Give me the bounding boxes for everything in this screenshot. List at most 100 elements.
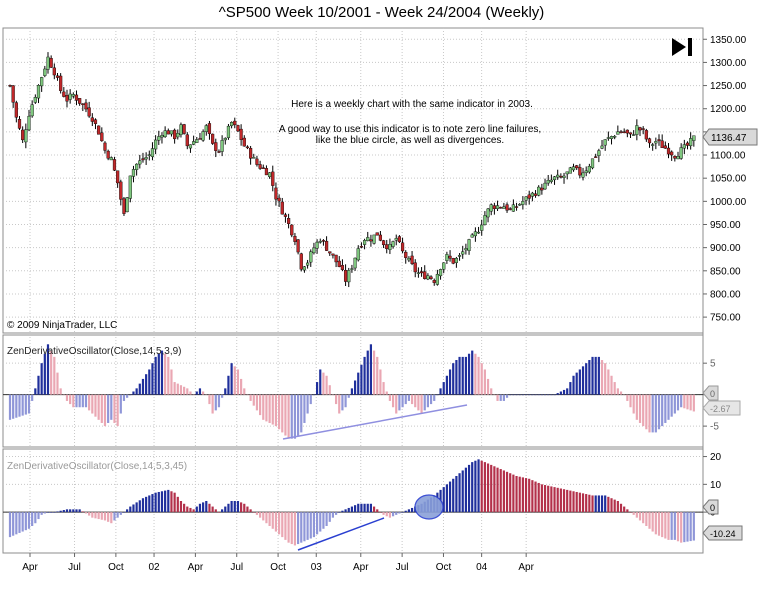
osc1-bar [673, 394, 676, 414]
osc2-bar [145, 496, 148, 513]
price-candle [109, 157, 113, 161]
osc2-bar [94, 512, 97, 519]
price-candle [578, 167, 582, 176]
price-candle [312, 247, 316, 254]
price-candle [245, 146, 250, 149]
osc1-bar [233, 366, 236, 395]
price-candle [499, 207, 503, 209]
price-panel[interactable] [2, 27, 704, 334]
osc1-bar [56, 372, 59, 395]
price-candle [419, 271, 424, 274]
osc1-bar [135, 388, 138, 395]
osc1-bar [600, 360, 604, 395]
price-candle [261, 167, 265, 169]
osc2-bar [635, 512, 638, 518]
price-candle [537, 186, 541, 196]
osc2-bar [183, 503, 186, 513]
osc2-bar [471, 462, 474, 513]
price-candle [378, 234, 383, 241]
osc2-bar [252, 512, 255, 513]
osc2-bar [512, 474, 515, 513]
osc2-bar [531, 480, 534, 513]
price-candle [214, 142, 218, 151]
osc1-bar [581, 366, 585, 395]
osc1-bar [227, 375, 230, 395]
osc2-bar [629, 512, 632, 513]
price-candle [435, 274, 439, 285]
osc2-bar [610, 498, 613, 513]
osc1-bar [616, 388, 619, 395]
price-candle [502, 206, 506, 209]
osc2-bar [186, 506, 189, 513]
osc1-bar [512, 394, 515, 396]
osc1-bar [100, 394, 103, 423]
price-candle [242, 137, 246, 147]
osc2-bar [578, 492, 581, 513]
price-candle [233, 120, 237, 126]
osc2-bar [303, 512, 306, 542]
osc2-bar [363, 503, 366, 513]
price-candle [68, 93, 72, 100]
osc1-bar [417, 394, 420, 411]
osc2-bar [600, 495, 604, 513]
osc1-bar [670, 394, 673, 417]
osc2-bar [683, 512, 686, 543]
osc1-bar [183, 386, 186, 395]
osc1-bar [379, 369, 382, 395]
price-candle [163, 130, 167, 137]
price-candle [160, 134, 164, 138]
price-candle [169, 130, 174, 135]
svg-text:-10.24: -10.24 [710, 529, 736, 539]
osc2-bar [372, 506, 376, 513]
osc1-bar [445, 375, 448, 395]
osc2-bar [395, 512, 398, 515]
osc2-bar [37, 512, 40, 520]
osc1-bar [341, 394, 344, 411]
price-candle [128, 175, 132, 199]
osc1-bar [610, 375, 613, 395]
osc2-bar [461, 470, 464, 513]
osc1-bar [486, 378, 490, 395]
oscillator-1-title: ZenDerivativeOscillator(Close,14,5,3,9) [7, 346, 182, 357]
osc1-bar [78, 394, 81, 408]
osc2-bar [585, 494, 588, 513]
price-tick-label: 1200.00 [710, 104, 747, 115]
osc1-bar [338, 394, 341, 414]
price-candle [182, 124, 186, 134]
price-candle [188, 144, 193, 149]
osc1-bar [230, 363, 233, 395]
osc1-bar [369, 344, 373, 395]
osc1-bar [88, 394, 91, 411]
osc2-bar [376, 509, 379, 513]
osc2-bar [572, 491, 575, 513]
osc2-bar [259, 512, 262, 518]
time-tick-label: Apr [188, 562, 204, 573]
osc2-bar [138, 500, 141, 513]
osc2-bar [490, 464, 493, 513]
skip-to-end-icon[interactable] [672, 38, 692, 56]
price-candle [521, 201, 525, 205]
price-candle [594, 156, 598, 158]
price-candle [65, 95, 69, 102]
price-candle [568, 167, 572, 174]
price-candle [239, 128, 243, 140]
osc1-bar [474, 353, 477, 395]
price-candle [388, 244, 392, 250]
osc2-bar [680, 512, 683, 543]
price-candle [283, 214, 288, 217]
price-candle [334, 254, 338, 263]
osc1-bar [534, 394, 537, 396]
time-tick-label: Jul [68, 562, 81, 573]
time-tick-label: Jul [230, 562, 243, 573]
osc1-bar [613, 382, 616, 395]
price-candle [359, 246, 364, 248]
price-candle [438, 269, 443, 277]
osc1-bar [629, 394, 632, 408]
osc2-bar [540, 484, 543, 513]
osc2-bar [480, 460, 483, 513]
osc2-bar [160, 491, 164, 513]
osc1-bar [303, 394, 306, 423]
osc1-bar [480, 363, 483, 395]
